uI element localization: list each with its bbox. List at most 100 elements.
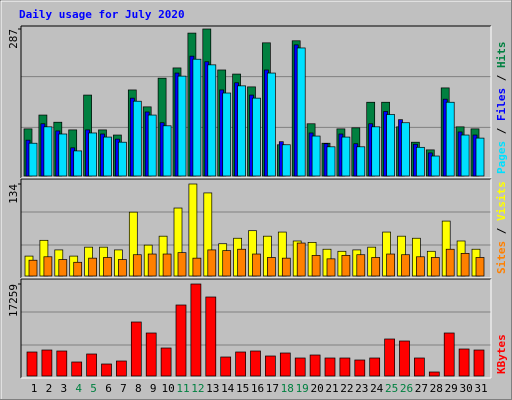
x-tick-label: 29: [445, 382, 458, 395]
bar: [207, 64, 217, 177]
bar: [56, 350, 68, 377]
legend-entry: Files: [495, 88, 508, 121]
y-tick-label: 17259: [7, 284, 20, 317]
bar: [58, 259, 68, 277]
bar: [369, 357, 381, 377]
y-tick-label: 287: [7, 29, 20, 49]
bar: [43, 256, 53, 277]
x-tick-label: 12: [191, 382, 204, 395]
bar: [339, 357, 351, 377]
x-tick-label: 11: [176, 382, 189, 395]
bar: [371, 126, 381, 177]
bar: [416, 256, 425, 277]
bar: [41, 349, 53, 377]
bar: [324, 357, 336, 377]
legend: Sites / Visits: [495, 181, 508, 274]
x-tick-label: 25: [385, 382, 398, 395]
bar: [416, 146, 425, 177]
bar: [430, 155, 440, 177]
bar: [267, 257, 276, 277]
bar: [28, 142, 38, 177]
bar: [386, 253, 395, 277]
bar: [147, 253, 157, 277]
bar: [401, 254, 410, 277]
chart-title: Daily usage for July 2020: [19, 8, 185, 21]
bar: [414, 357, 425, 377]
bar: [341, 255, 351, 277]
bar: [116, 360, 127, 377]
bar: [177, 252, 187, 277]
bar: [58, 133, 68, 177]
x-tick-label: 1: [31, 382, 38, 395]
bar: [73, 261, 83, 277]
x-tick-label: 19: [296, 382, 309, 395]
bar: [26, 351, 38, 377]
bar: [354, 359, 366, 377]
x-tick-label: 15: [236, 382, 249, 395]
bar: [311, 255, 321, 277]
bar: [399, 340, 410, 377]
bar: [192, 58, 202, 177]
bar: [281, 257, 291, 277]
legend-separator: /: [495, 221, 508, 241]
x-tick-label: 13: [206, 382, 219, 395]
bar: [222, 92, 232, 177]
bar: [207, 249, 217, 277]
bar: [311, 135, 321, 177]
x-tick-label: 14: [221, 382, 235, 395]
x-tick-label: 18: [281, 382, 294, 395]
x-tick-label: 17: [266, 382, 279, 395]
bar: [371, 257, 381, 277]
legend-entry: Visits: [495, 181, 508, 221]
x-tick-label: 23: [355, 382, 368, 395]
bar: [473, 349, 485, 377]
bar: [475, 137, 485, 177]
bar: [265, 355, 276, 377]
bar: [132, 254, 142, 277]
bar: [443, 332, 455, 377]
bar: [28, 259, 38, 277]
x-tick-label: 3: [60, 382, 67, 395]
x-tick-label: 6: [105, 382, 112, 395]
bar: [296, 242, 306, 277]
legend-separator: /: [495, 68, 508, 88]
bar: [177, 75, 187, 177]
bar: [356, 254, 366, 277]
bar: [430, 257, 440, 277]
bar: [326, 258, 336, 277]
bar: [237, 85, 246, 177]
x-tick-label: 7: [120, 382, 127, 395]
bar: [222, 250, 232, 277]
bar: [88, 257, 97, 277]
bar: [86, 353, 97, 377]
bar: [43, 126, 53, 177]
bar: [162, 253, 172, 277]
bar: [279, 352, 291, 377]
bar: [445, 101, 455, 177]
bar: [281, 144, 291, 177]
legend-entry: Hits: [495, 42, 508, 69]
bar: [401, 122, 410, 177]
y-tick-label: 134: [7, 184, 20, 204]
bar: [384, 338, 395, 377]
legend-entry: KBytes: [495, 334, 508, 374]
bar: [445, 248, 455, 277]
bar: [460, 252, 470, 277]
bar: [386, 114, 395, 177]
bar: [160, 347, 172, 377]
x-tick-label: 21: [325, 382, 338, 395]
bar: [237, 248, 246, 277]
legend: Pages / Files / Hits: [495, 42, 508, 175]
bar: [147, 114, 157, 177]
bar: [192, 257, 202, 277]
bar: [175, 304, 187, 377]
x-tick-label: 16: [251, 382, 264, 395]
bar: [250, 350, 261, 377]
x-tick-label: 10: [161, 382, 174, 395]
x-tick-label: 20: [310, 382, 323, 395]
bar: [132, 100, 142, 177]
bar: [475, 257, 485, 277]
bar: [267, 72, 276, 177]
